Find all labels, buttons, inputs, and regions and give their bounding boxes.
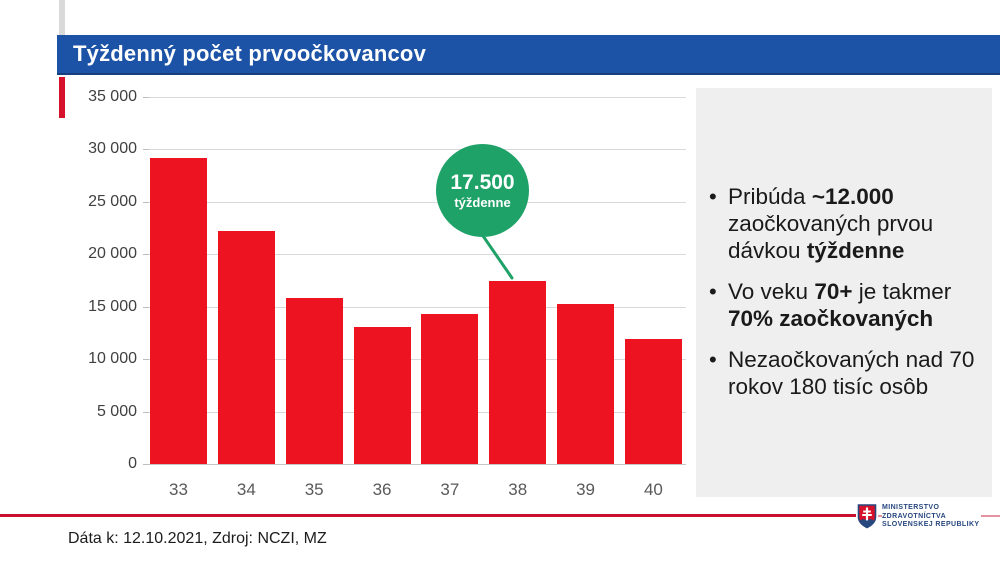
y-tick-label-5000: 5 000 (96, 402, 137, 420)
callout-unit: týždenne (454, 195, 511, 210)
y-tick-label-30000: 30 000 (88, 140, 137, 158)
x-tick-label-38: 38 (508, 480, 528, 499)
gridline-0 (148, 464, 686, 465)
y-tick-label-15000: 15 000 (88, 297, 137, 315)
x-tick-label-35: 35 (304, 480, 324, 499)
bar-week-39 (557, 303, 615, 464)
ministry-logo: MINISTERSTVO ZDRAVOTNÍCTVA SLOVENSKEJ REPU… (856, 502, 996, 534)
y-axis-labels: 0 5 000 10 000 15 000 20 000 25 000 30 000 35 0… (40, 0, 137, 561)
title-bar: Týždenný počet prvoočkovancov (57, 35, 1000, 75)
y-tick-label-35000: 35 000 (88, 88, 137, 105)
y-tick-label-20000: 20 000 (88, 245, 137, 263)
x-tick-label-37: 37 (440, 480, 460, 499)
bullet-list: • Pribúda ~12.000 zaočkovaných prvou dávk… (696, 88, 992, 400)
y-tick-5000 (143, 411, 149, 413)
plot-area (143, 97, 686, 465)
bullet-text: Nezaočkovaných nad 70 rokov 180 tisíc os… (728, 347, 975, 399)
x-tick-label-33: 33 (169, 480, 188, 499)
y-tick-label-10000: 10 000 (88, 350, 137, 368)
slovak-coat-of-arms-icon (857, 504, 877, 529)
y-tick-label-25000: 25 000 (88, 192, 137, 210)
ministry-logo-line-2: ZDRAVOTNÍCTVA (882, 512, 947, 520)
gridline-5000 (148, 411, 686, 413)
x-axis-labels: 33 34 35 36 37 38 39 40 (150, 480, 682, 500)
x-tick-label-36: 36 (372, 480, 392, 499)
y-tick-0 (143, 464, 149, 465)
gridline-15000 (148, 306, 686, 308)
bullet-item-1: • Pribúda ~12.000 zaočkovaných prvou dávk… (709, 183, 980, 264)
bullet-text: Vo veku 70+ je takmer 70% zaočkovaných (728, 279, 952, 331)
bullet-item-3: • Nezaočkovaných nad 70 rokov 180 tisíc o… (709, 346, 980, 400)
callout-value: 17.500 (450, 171, 515, 194)
y-tick-15000 (143, 306, 149, 308)
x-tick-label-40: 40 (643, 480, 663, 499)
bullet-marker: • (709, 184, 717, 209)
left-accent-strip (59, 77, 65, 118)
bullet-text: Pribúda ~12.000 zaočkovaných prvou dávko… (728, 184, 934, 263)
x-tick-label-34: 34 (236, 480, 256, 499)
bar-week-34 (217, 231, 275, 464)
bar-week-38 (489, 280, 547, 464)
data-source-note: Dáta k: 12.10.2021, Zdroj: NCZI, MZ (68, 530, 327, 547)
page-title: Týždenný počet prvoočkovancov (73, 41, 426, 66)
bullet-marker: • (709, 347, 717, 372)
y-tick-10000 (143, 359, 149, 361)
bar-week-37 (421, 314, 479, 464)
y-tick-label-0: 0 (128, 455, 137, 472)
gridline-25000 (148, 201, 686, 203)
gridline-10000 (148, 359, 686, 361)
footer-divider-line (0, 514, 856, 517)
y-tick-25000 (143, 201, 149, 203)
callout-bubble: 17.500 týždenne (436, 144, 529, 237)
ministry-logo-text: MINISTERSTVO ZDRAVOTNÍCTVA SLOVENSKEJ REPU… (882, 504, 982, 530)
gridline-35000 (148, 97, 686, 98)
highlights-panel: • Pribúda ~12.000 zaočkovaných prvou dávk… (696, 88, 992, 497)
y-tick-20000 (143, 254, 149, 256)
bar-week-40 (624, 339, 682, 464)
ministry-logo-line-1: MINISTERSTVO (882, 504, 940, 511)
bullet-item-2: • Vo veku 70+ je takmer 70% zaočkovaných (709, 278, 980, 332)
ministry-logo-line-3: SLOVENSKEJ REPUBLIKY (882, 521, 980, 528)
callout-pointer-line (479, 231, 514, 280)
y-tick-30000 (143, 149, 149, 151)
top-accent-strip (59, 0, 65, 35)
bar-week-36 (353, 326, 411, 464)
gridline-30000 (148, 149, 686, 151)
bar-week-35 (285, 298, 343, 464)
bars-container (150, 97, 682, 464)
gridline-20000 (148, 254, 686, 256)
bar-week-33 (150, 157, 207, 464)
bullet-marker: • (709, 279, 717, 304)
x-tick-label-39: 39 (576, 480, 596, 499)
y-tick-35000 (143, 97, 149, 98)
